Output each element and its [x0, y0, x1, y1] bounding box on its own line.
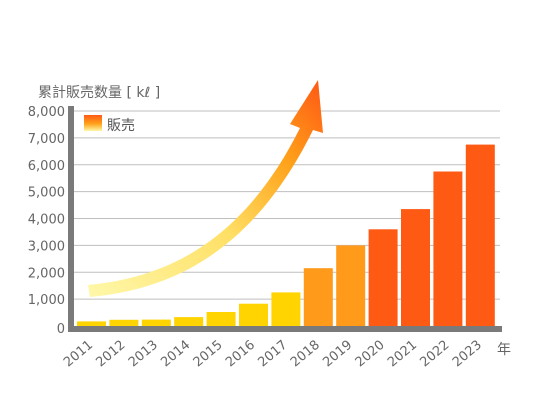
bar-2011 — [77, 321, 106, 326]
x-tick-label: 2012 — [93, 338, 128, 371]
bar-2014 — [174, 317, 204, 326]
y-tick-label: 2,000 — [28, 266, 65, 281]
bar-2020 — [368, 229, 398, 327]
x-tick-label: 2022 — [417, 338, 452, 371]
legend-label: 販売 — [107, 118, 135, 134]
growth-arrow-icon — [88, 80, 323, 297]
bar-2012 — [109, 319, 139, 326]
bar-2018 — [303, 268, 333, 326]
x-axis-unit: 年 — [497, 342, 511, 358]
bar-2013 — [141, 319, 171, 326]
bar-2022 — [433, 171, 463, 326]
bar-2019 — [336, 245, 366, 326]
y-axis-line — [68, 106, 74, 329]
x-tick-label: 2019 — [320, 338, 355, 371]
y-tick-label: 1,000 — [28, 293, 65, 308]
x-tick-label: 2020 — [353, 338, 388, 371]
x-tick-labels: 2011201220132014201520162017201820192020… — [61, 338, 485, 371]
y-axis-title: 累計販売数量 [ kℓ ] — [38, 85, 160, 101]
x-tick-label: 2016 — [223, 338, 258, 371]
x-tick-label: 2013 — [126, 338, 161, 371]
legend-swatch — [84, 115, 102, 131]
x-tick-label: 2021 — [385, 338, 420, 371]
x-tick-label: 2015 — [191, 338, 226, 371]
bar-2015 — [206, 312, 236, 326]
y-tick-label: 8,000 — [28, 105, 65, 120]
x-tick-label: 2014 — [158, 338, 193, 371]
y-tick-labels: 0 1,000 2,000 3,000 4,000 5,000 6,000 7,000 8,00… — [28, 105, 65, 337]
x-tick-label: 2023 — [450, 338, 485, 371]
y-tick-label: 0 — [57, 322, 65, 337]
y-tick-label: 4,000 — [28, 213, 65, 228]
bars — [77, 144, 495, 327]
bar-2016 — [239, 303, 268, 326]
x-tick-label: 2011 — [61, 338, 96, 371]
y-tick-label: 6,000 — [28, 159, 65, 174]
bar-2021 — [401, 209, 430, 326]
bar-2023 — [465, 144, 495, 326]
y-tick-label: 5,000 — [28, 186, 65, 201]
y-tick-label: 3,000 — [28, 239, 65, 254]
x-axis-line — [68, 326, 502, 332]
x-tick-label: 2018 — [288, 338, 323, 371]
bar-2017 — [271, 292, 301, 326]
x-tick-label: 2017 — [255, 338, 290, 371]
y-tick-label: 7,000 — [28, 132, 65, 147]
